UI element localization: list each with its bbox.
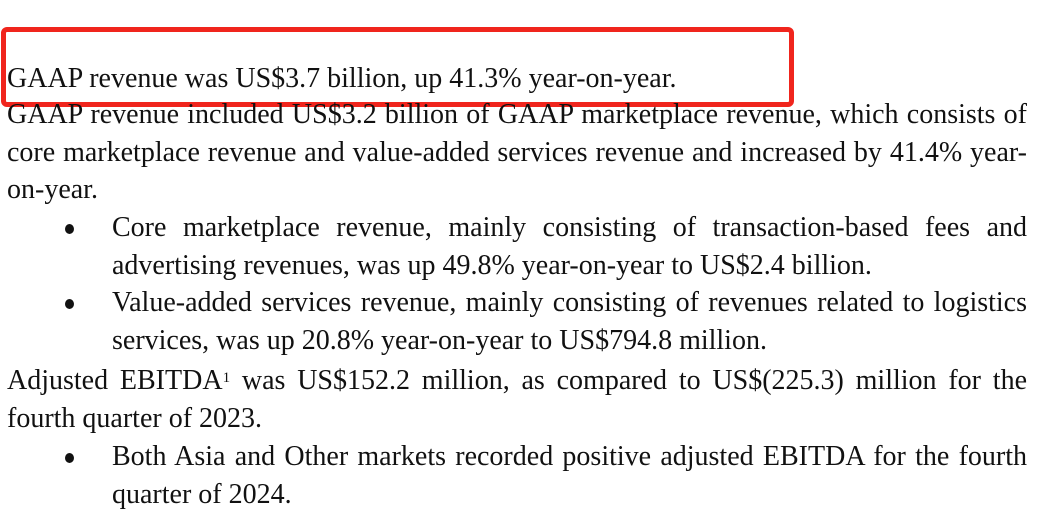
marketplace-bullet-list: Core marketplace revenue, mainly consist… bbox=[7, 209, 1027, 359]
bullet-icon bbox=[65, 299, 74, 309]
ebitda-label: Adjusted EBITDA bbox=[7, 365, 223, 396]
bullet-icon bbox=[65, 224, 74, 234]
ebitda-text: was US$152.2 million, as compared to US$… bbox=[7, 365, 1027, 434]
marketplace-paragraph: GAAP revenue included US$3.2 billion of … bbox=[7, 99, 1027, 205]
footnote-marker[interactable]: 1 bbox=[222, 370, 231, 386]
bullet-text: Core marketplace revenue, mainly consist… bbox=[112, 212, 1027, 281]
bullet-text: Value-added services revenue, mainly con… bbox=[112, 287, 1027, 356]
headline-paragraph: GAAP revenue was US$3.7 billion, up 41.3… bbox=[7, 63, 677, 94]
ebitda-paragraph: Adjusted EBITDA1 was US$152.2 million, a… bbox=[7, 362, 1027, 437]
ebitda-bullet-list: Both Asia and Other markets recorded pos… bbox=[7, 438, 1027, 513]
bullet-icon bbox=[65, 453, 74, 463]
bullet-markets-ebitda: Both Asia and Other markets recorded pos… bbox=[7, 438, 1027, 513]
bullet-text: Both Asia and Other markets recorded pos… bbox=[112, 441, 1027, 510]
bullet-value-added-services: Value-added services revenue, mainly con… bbox=[7, 284, 1027, 359]
bullet-core-marketplace: Core marketplace revenue, mainly consist… bbox=[7, 209, 1027, 284]
